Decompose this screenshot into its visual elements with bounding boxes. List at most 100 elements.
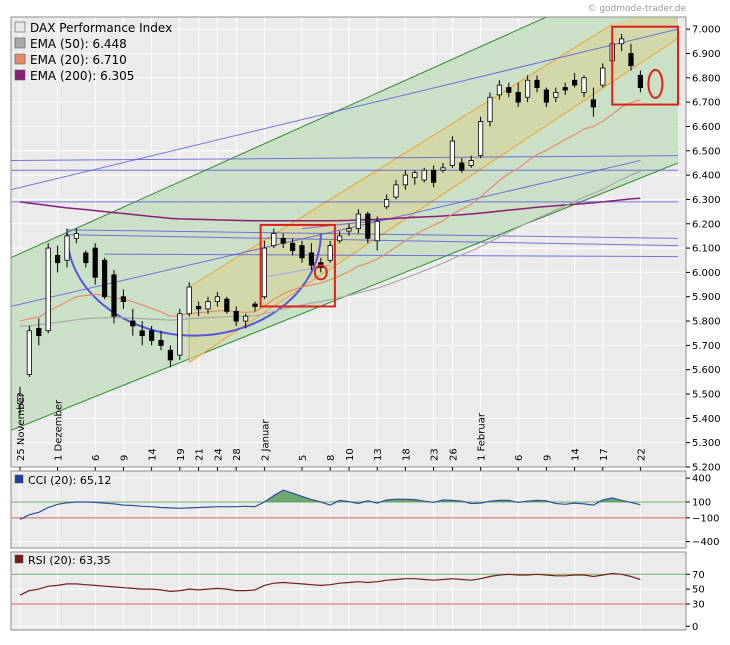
xtick-label: 6 <box>514 455 525 461</box>
candle <box>327 240 333 263</box>
candle <box>148 325 155 346</box>
candle-body-up <box>383 199 390 208</box>
price-panel: 5.200 5.300 5.400 5.500 5.600 5.700 5.800 5.900… <box>10 16 721 474</box>
xtick-label: 25 November <box>16 392 27 461</box>
ytick-label: 6.300 <box>692 195 721 206</box>
trend-line-6 <box>11 28 679 191</box>
candle-body-up <box>553 92 559 98</box>
trend-line-0 <box>11 155 679 162</box>
candle <box>299 240 305 263</box>
xtick-label: 9 <box>542 455 553 461</box>
trend-line-5 <box>104 253 679 258</box>
rsi-axis: 70 50 30 0 <box>686 570 705 633</box>
candle <box>383 194 390 210</box>
candle-body-up <box>205 301 211 310</box>
candle <box>45 243 51 334</box>
candle-body-up <box>496 84 503 96</box>
ytick-label: 0 <box>692 622 698 633</box>
candle <box>195 301 202 317</box>
candle-body-up <box>619 38 625 45</box>
candle <box>449 136 456 168</box>
ytick-label: 6.700 <box>692 98 721 109</box>
candle <box>17 386 23 414</box>
candle-body-up <box>271 233 277 247</box>
candle-body-down <box>111 274 117 317</box>
ytick-label: 5.700 <box>692 341 721 352</box>
candle-body-up <box>17 393 23 405</box>
candle-body-down <box>308 252 315 266</box>
xtick-label: 22 <box>636 448 647 461</box>
candle-body-up <box>581 77 587 93</box>
xtick-label: 14 <box>148 448 159 461</box>
indicator-line <box>19 572 641 596</box>
candle-body-down <box>92 247 98 278</box>
ema200-line <box>19 197 641 222</box>
xtick-label: 8 <box>326 455 337 461</box>
candle <box>242 313 249 329</box>
candle-body-down <box>252 303 258 307</box>
candle <box>459 158 465 173</box>
candle-body-down <box>224 298 230 312</box>
xtick-label: 28 <box>232 448 243 461</box>
xtick-label: 21 <box>195 448 206 461</box>
cci-plot <box>11 471 686 548</box>
candle-body-up <box>261 247 268 298</box>
candle-body-up <box>525 79 531 98</box>
candle-body-down <box>158 340 164 346</box>
candle <box>487 92 493 127</box>
candle-body-down <box>543 89 550 103</box>
ytick-label: 7.000 <box>692 25 721 36</box>
cci-legend-swatch <box>14 474 24 484</box>
xtick-label: 5 <box>298 455 309 461</box>
ytick-label: 6.400 <box>692 171 721 182</box>
candle <box>525 75 531 103</box>
candle <box>440 162 446 173</box>
candle-body-up <box>327 245 333 261</box>
candle-body-down <box>167 349 173 361</box>
candle-body-down <box>148 330 155 341</box>
candle <box>393 179 399 200</box>
highlight-box-january <box>259 223 336 308</box>
channel-upper-line <box>11 17 548 259</box>
ytick-label: 5.200 <box>692 463 721 474</box>
candle <box>83 250 89 268</box>
ytick-label: 6.800 <box>692 73 721 84</box>
candle <box>92 243 98 285</box>
xtick-label: 6 <box>91 455 102 461</box>
candle <box>64 228 70 268</box>
candle-body-up <box>402 174 409 186</box>
candle-body-down <box>36 327 42 337</box>
xtick-label: 1 Februar <box>477 412 488 461</box>
legend-label: EMA (20): 6.710 <box>30 53 127 67</box>
candle <box>572 72 578 88</box>
candle <box>628 43 634 71</box>
candle <box>421 167 427 183</box>
candle <box>562 82 568 95</box>
candle <box>506 82 512 98</box>
candle <box>619 34 625 52</box>
candle <box>600 63 606 88</box>
candle <box>271 228 277 249</box>
candle-body-down <box>289 242 296 251</box>
candle <box>167 345 173 368</box>
candle <box>581 75 587 98</box>
highlight-circle-february <box>647 68 664 99</box>
ytick-label: −400 <box>692 537 719 548</box>
candle-body-down <box>590 99 597 108</box>
ytick-label: 6.900 <box>692 49 721 60</box>
candle <box>130 308 136 336</box>
candle <box>412 170 418 185</box>
candle <box>205 296 211 314</box>
ytick-label: 5.300 <box>692 438 721 449</box>
xtick-label: 2 Januar <box>260 419 271 461</box>
xtick-label: 19 <box>176 448 187 461</box>
ytick-label: 30 <box>692 600 705 611</box>
candle <box>139 321 145 346</box>
candle <box>280 233 286 249</box>
candle-body-down <box>120 296 126 302</box>
legend-swatch <box>14 37 26 49</box>
candle <box>355 209 362 234</box>
legend-label: DAX Performance Index <box>30 21 172 35</box>
candle-body-down <box>534 79 540 88</box>
